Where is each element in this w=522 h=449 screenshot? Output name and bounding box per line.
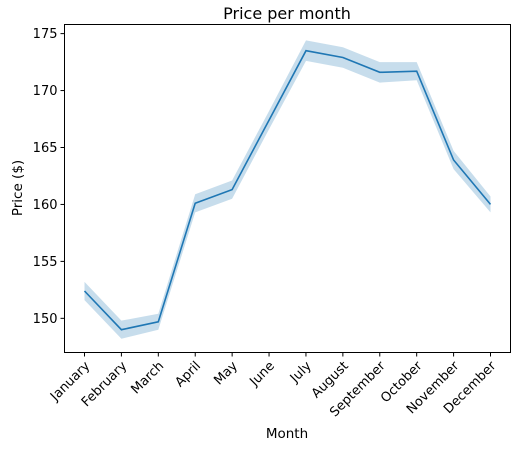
y-tick-label: 165: [33, 141, 58, 156]
y-tick-label: 150: [33, 312, 58, 327]
y-axis: 150 155 160 165 170 175: [33, 27, 65, 327]
x-tick-label: May: [211, 359, 241, 389]
y-tick-label: 155: [33, 255, 58, 270]
chart-title: Price per month: [223, 4, 351, 23]
plot-frame: [64, 24, 511, 353]
y-tick-label: 160: [33, 198, 58, 213]
x-axis-title: Month: [266, 426, 308, 442]
x-tick-label: June: [247, 359, 278, 390]
y-tick-label: 170: [33, 84, 58, 99]
y-axis-title: Price ($): [10, 160, 26, 216]
x-tick-label: March: [129, 359, 168, 398]
y-tick-label: 175: [33, 27, 58, 42]
price-series-line: [83, 49, 492, 331]
x-tick-label: July: [287, 359, 315, 387]
x-tick-label: April: [172, 359, 204, 391]
